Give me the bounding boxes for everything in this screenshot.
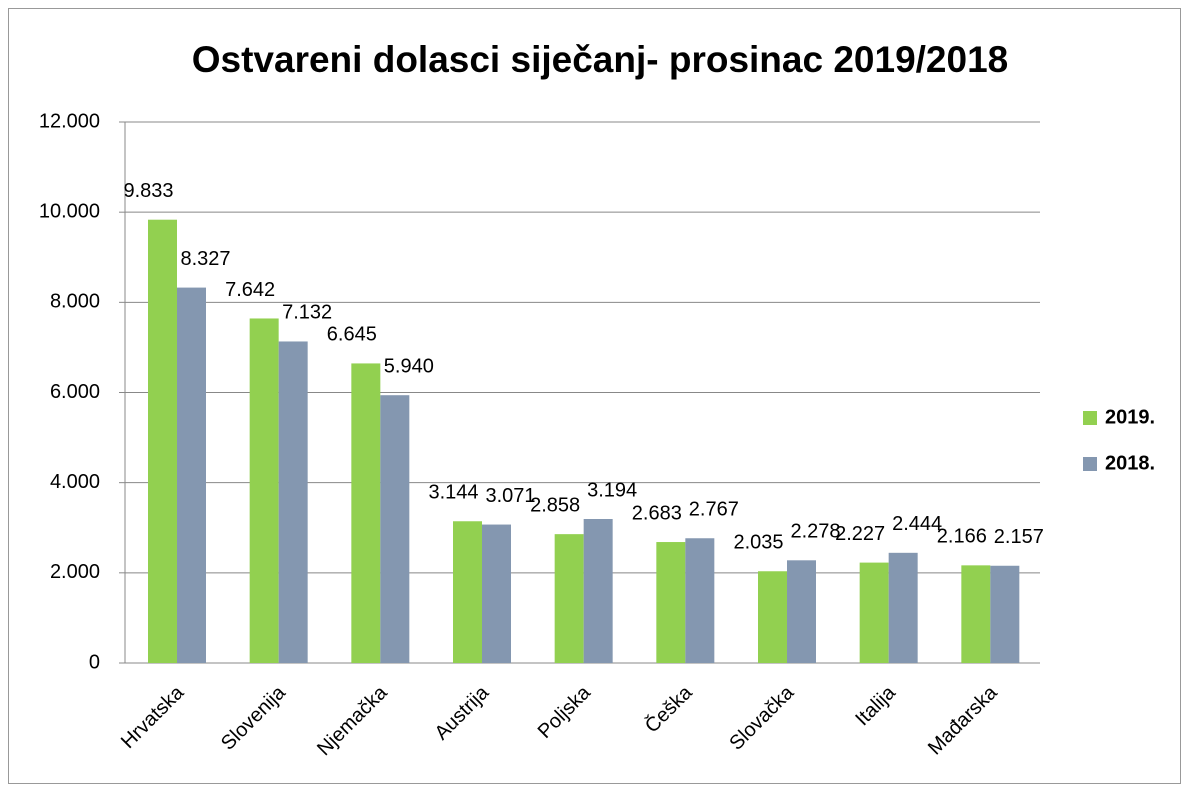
data-label: 2.227 xyxy=(835,523,885,545)
bar xyxy=(656,542,686,663)
data-label: 7.132 xyxy=(282,302,332,324)
legend-swatch xyxy=(1083,457,1097,471)
data-label: 2.444 xyxy=(892,513,942,535)
data-label: 5.940 xyxy=(384,355,434,377)
y-tick-label: 2.000 xyxy=(50,561,100,583)
y-tick-label: 6.000 xyxy=(50,381,100,403)
bar xyxy=(482,524,511,663)
bar xyxy=(249,318,279,663)
data-label: 2.157 xyxy=(994,526,1044,548)
bar xyxy=(380,395,410,663)
y-tick-label: 4.000 xyxy=(50,471,100,493)
bar xyxy=(177,287,206,663)
data-label: 7.642 xyxy=(225,279,275,301)
data-label: 2.035 xyxy=(733,532,783,554)
data-label: 3.194 xyxy=(587,479,637,501)
chart-title: Ostvareni dolasci siječanj- prosinac 201… xyxy=(192,39,1009,80)
bar xyxy=(278,341,308,663)
legend-swatch xyxy=(1083,411,1097,425)
data-label: 2.278 xyxy=(790,521,840,543)
bar xyxy=(554,534,584,663)
bar xyxy=(787,560,816,663)
data-label: 3.144 xyxy=(428,482,478,504)
bar xyxy=(148,219,177,663)
bar xyxy=(859,562,889,663)
data-label: 3.071 xyxy=(485,485,535,507)
data-label: 9.833 xyxy=(123,180,173,202)
data-label: 2.166 xyxy=(937,526,987,548)
bar xyxy=(758,571,787,663)
legend-label: 2018. xyxy=(1105,452,1155,474)
data-label: 2.683 xyxy=(632,502,682,524)
data-label: 2.767 xyxy=(689,499,739,521)
bar xyxy=(453,521,482,663)
bar xyxy=(888,552,918,663)
y-tick-label: 12.000 xyxy=(39,110,100,132)
bar xyxy=(685,538,715,663)
y-tick-label: 10.000 xyxy=(39,200,100,222)
data-label: 8.327 xyxy=(180,248,230,270)
data-label: 2.858 xyxy=(530,494,580,516)
bar xyxy=(961,565,991,663)
y-tick-label: 8.000 xyxy=(50,291,100,313)
bar xyxy=(583,519,613,663)
bar xyxy=(351,363,381,663)
data-label: 6.645 xyxy=(327,324,377,346)
legend-label: 2019. xyxy=(1105,406,1155,428)
bar xyxy=(990,565,1020,663)
y-tick-label: 0 xyxy=(89,651,100,673)
